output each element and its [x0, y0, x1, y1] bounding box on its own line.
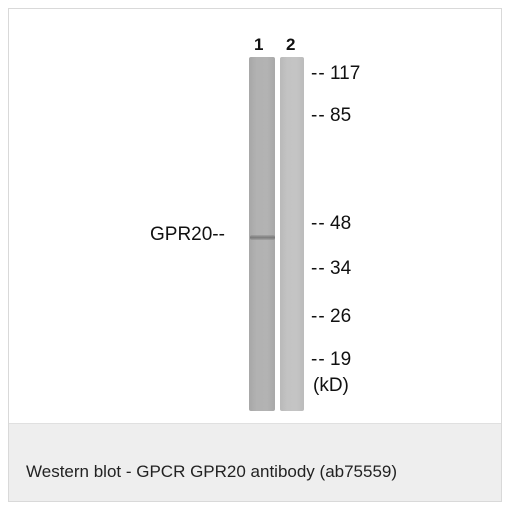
marker-value: 19	[330, 349, 352, 370]
marker-value: 34	[330, 258, 352, 279]
blot-lane-1	[249, 57, 275, 411]
marker-dash: --	[311, 349, 326, 370]
marker-value: 26	[330, 306, 352, 327]
marker-48: -- 48	[311, 213, 351, 235]
marker-26: -- 26	[311, 306, 351, 328]
protein-label: GPR20--	[150, 224, 225, 245]
unit-label: (kD)	[313, 375, 349, 396]
lane-label-2: 2	[286, 35, 296, 54]
marker-dash: --	[311, 213, 326, 234]
product-image-card: 1 2 GPR20-- -- 117 -- 85 -- 48 -- 34 -- 26 --…	[8, 8, 502, 502]
marker-dash: --	[311, 306, 326, 327]
marker-value: 85	[330, 105, 352, 126]
marker-117: -- 117	[311, 63, 360, 85]
lane-label-1: 1	[254, 35, 264, 54]
marker-19: -- 19	[311, 349, 351, 371]
marker-dash: --	[311, 105, 326, 126]
marker-85: -- 85	[311, 105, 351, 127]
caption-bar: Western blot - GPCR GPR20 antibody (ab75…	[9, 423, 501, 501]
marker-value: 48	[330, 213, 352, 234]
marker-dash: --	[311, 63, 326, 84]
image-caption: Western blot - GPCR GPR20 antibody (ab75…	[26, 462, 398, 481]
marker-value: 117	[330, 63, 361, 84]
blot-lane-2	[280, 57, 304, 411]
marker-34: -- 34	[311, 258, 351, 280]
protein-band	[250, 235, 275, 240]
western-blot-image: 1 2 GPR20-- -- 117 -- 85 -- 48 -- 34 -- 26 --…	[9, 9, 501, 423]
marker-dash: --	[311, 258, 326, 279]
